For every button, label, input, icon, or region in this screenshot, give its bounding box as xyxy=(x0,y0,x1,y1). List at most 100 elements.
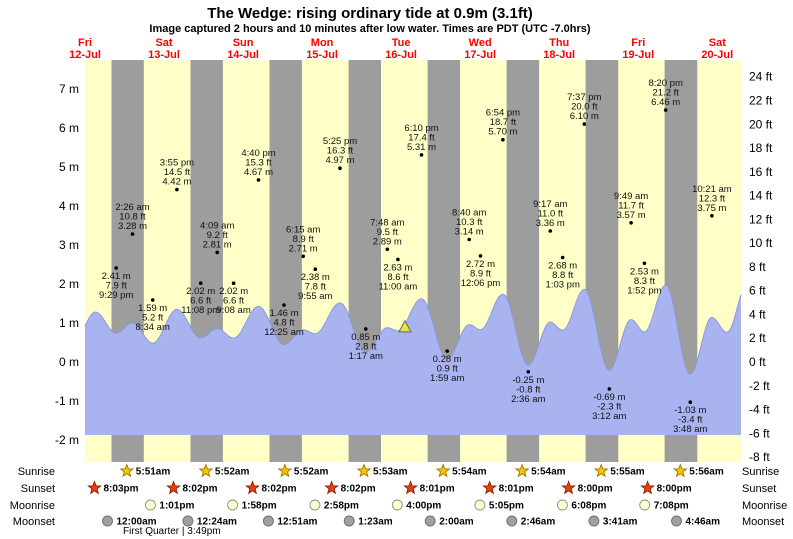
tide-event-label: 8:20 pm xyxy=(649,78,683,89)
tide-event-label: 12:06 pm xyxy=(461,278,501,289)
tide-event-dot xyxy=(338,166,342,170)
tide-event-label: 8.8 ft xyxy=(552,270,573,281)
tide-event-label: 15.3 ft xyxy=(245,157,272,168)
tide-event-label: 1:52 pm xyxy=(627,285,661,296)
tide-event-label: 3:48 am xyxy=(673,424,707,435)
moonrise-time: 5:05pm xyxy=(489,501,524,512)
sunset-star-icon xyxy=(482,480,498,495)
tide-event-label: 5.2 ft xyxy=(142,313,163,324)
tide-event-label: -0.69 m xyxy=(593,392,625,403)
sunset-star-icon xyxy=(245,480,260,495)
tide-event-label: 5.70 m xyxy=(488,127,517,138)
tide-event-label: 9:55 am xyxy=(298,291,332,302)
y-axis-left-label: 7 m xyxy=(59,82,79,96)
y-axis-right-label: -6 ft xyxy=(749,426,770,440)
tide-event-label: 6.10 m xyxy=(570,111,599,122)
sunset-time: 8:02pm xyxy=(183,484,218,495)
tide-event-label: 3:55 pm xyxy=(160,158,194,169)
sunset-star-icon xyxy=(403,480,418,495)
moonset-icon xyxy=(671,515,682,527)
tide-event-label: 8.3 ft xyxy=(634,276,655,287)
y-axis-right-label: 8 ft xyxy=(749,260,766,274)
moonset-time: 3:41am xyxy=(603,517,638,528)
tide-event-label: 7:37 pm xyxy=(567,92,601,103)
tide-event-label: 21.2 ft xyxy=(652,88,679,99)
day-label-date: 14-Jul xyxy=(227,49,259,61)
tide-event-label: 6:10 pm xyxy=(404,123,438,134)
tide-event-label: -1.03 m xyxy=(674,405,706,416)
day-label-date: 13-Jul xyxy=(148,49,180,61)
sunset-time: 8:00pm xyxy=(657,484,692,495)
tide-event-label: 9:29 pm xyxy=(99,290,133,301)
day-label-name: Mon xyxy=(311,37,334,49)
sunset-time: 8:02pm xyxy=(341,484,376,495)
sunrise-star-icon xyxy=(514,463,530,478)
tide-event-dot xyxy=(445,349,450,353)
moonset-time: 12:24am xyxy=(197,517,237,528)
tide-event-label: 6:15 am xyxy=(286,224,320,235)
moonset-icon xyxy=(424,515,436,527)
y-axis-right-label: 18 ft xyxy=(749,141,773,155)
tide-event-label: 1:03 pm xyxy=(546,280,580,291)
y-axis-right-label: 2 ft xyxy=(749,331,766,345)
tide-event-label: 7:48 am xyxy=(370,217,404,228)
moonset-icon xyxy=(262,515,274,527)
y-axis-right-label: 16 ft xyxy=(749,165,773,179)
y-axis-left-label: -1 m xyxy=(55,394,79,408)
y-axis-right-label: 22 ft xyxy=(749,94,773,108)
tide-event-label: 1:17 am xyxy=(349,351,383,362)
tide-event-label: 12:25 am xyxy=(264,327,304,338)
tide-event-dot xyxy=(215,250,219,255)
day-label-date: 16-Jul xyxy=(385,49,417,61)
y-axis-left-label: 1 m xyxy=(59,316,79,330)
tide-event-label: -3.4 ft xyxy=(678,415,703,426)
chart-subtitle: Image captured 2 hours and 10 minutes af… xyxy=(149,23,591,35)
tide-event-label: 0.9 ft xyxy=(437,364,458,375)
day-label-date: 12-Jul xyxy=(69,49,101,61)
tide-event-label: 2.81 m xyxy=(203,239,232,250)
tide-event-label: -0.25 m xyxy=(512,375,544,386)
moonrise-icon xyxy=(391,499,403,511)
tide-event-label: 3.75 m xyxy=(697,203,726,214)
y-axis-right-label: 14 ft xyxy=(749,189,773,203)
tide-event-label: 8.9 ft xyxy=(470,268,491,279)
tide-event-label: 4.67 m xyxy=(244,167,273,178)
sunset-time: 8:02pm xyxy=(262,484,297,495)
tide-event-label: 1:59 am xyxy=(430,373,464,384)
moonrise-time: 6:08pm xyxy=(571,501,606,512)
y-axis-right-label: -2 ft xyxy=(749,379,770,393)
tide-event-label: 14.5 ft xyxy=(164,167,191,178)
chart-title: The Wedge: rising ordinary tide at 0.9m … xyxy=(207,5,533,22)
tide-event-label: 11:00 am xyxy=(378,281,417,292)
tide-event-label: 7.8 ft xyxy=(305,282,326,293)
tide-event-label: -0.8 ft xyxy=(516,384,541,395)
y-axis-left-label: -2 m xyxy=(55,433,79,447)
tide-event-label: 2.89 m xyxy=(373,236,402,247)
sunset-time: 8:01pm xyxy=(499,484,534,495)
sunrise-row-label-right: Sunrise xyxy=(742,466,779,478)
y-axis-left-label: 0 m xyxy=(59,355,79,369)
day-label-name: Sat xyxy=(155,37,172,49)
sunset-star-icon xyxy=(166,480,181,495)
sunrise-time: 5:52am xyxy=(215,467,250,478)
tide-event-dot xyxy=(526,370,531,374)
tide-event-dot xyxy=(364,327,368,331)
tide-event-label: 4.8 ft xyxy=(273,318,294,329)
tide-event-dot xyxy=(629,221,633,225)
tide-event-label: 2:26 am xyxy=(115,202,149,213)
moonset-icon xyxy=(343,515,355,527)
tide-event-dot xyxy=(301,254,306,259)
tide-event-label: 6:54 pm xyxy=(486,108,520,119)
tide-event-dot xyxy=(130,232,135,236)
tide-event-label: 4.97 m xyxy=(325,155,354,166)
tide-event-dot xyxy=(560,255,565,260)
y-axis-right-label: 4 ft xyxy=(749,308,766,322)
tide-event-label: 8:40 am xyxy=(452,208,486,219)
tide-event-label: 0.28 m xyxy=(433,354,462,365)
day-label-name: Sun xyxy=(233,37,254,49)
tide-curve-line xyxy=(84,284,742,375)
tide-event-label: 7.9 ft xyxy=(106,281,127,292)
moonrise-row-label-left: Moonrise xyxy=(10,500,55,512)
